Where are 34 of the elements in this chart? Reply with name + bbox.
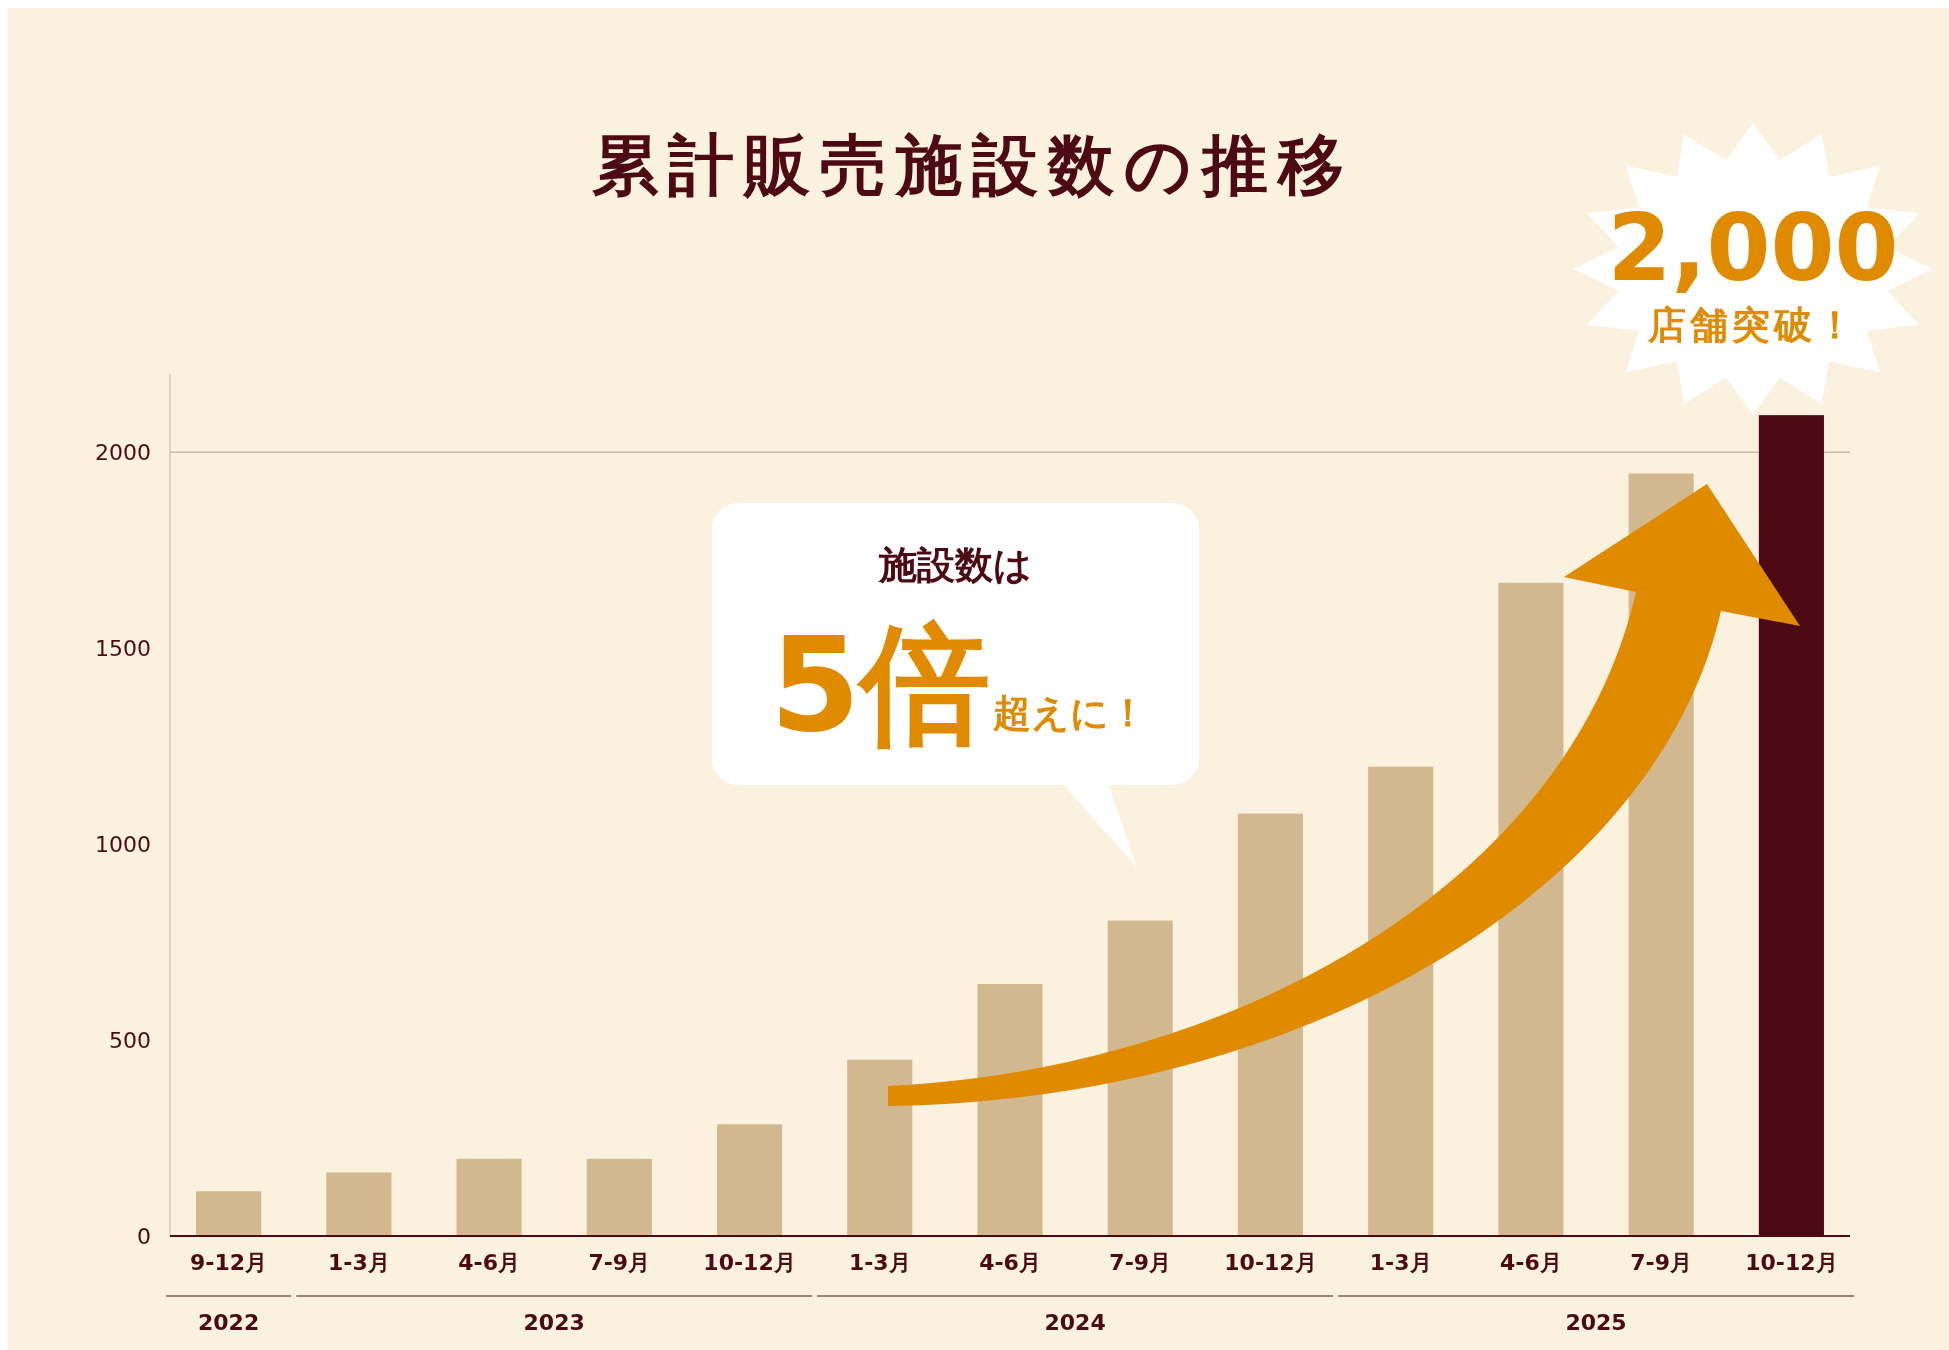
x-tick-label: 10-12月 bbox=[1224, 1250, 1317, 1275]
x-tick-label: 4-6月 bbox=[1500, 1250, 1562, 1275]
x-tick-label: 10-12月 bbox=[1745, 1250, 1838, 1275]
y-tick-label: 2000 bbox=[95, 440, 151, 466]
x-tick-label: 7-9月 bbox=[588, 1250, 651, 1275]
x-tick-label: 7-9月 bbox=[1109, 1250, 1172, 1275]
text: 2024 bbox=[1044, 1310, 1106, 1335]
text: 2022 bbox=[197, 1310, 260, 1335]
text: 2023 bbox=[523, 1310, 585, 1335]
bar bbox=[326, 1172, 392, 1236]
y-tick-label: 500 bbox=[109, 1027, 151, 1053]
x-tick-label: 4-6月 bbox=[458, 1250, 520, 1275]
x-tick-label: 1-3月 bbox=[1369, 1250, 1432, 1275]
x-tick-label: 1-3月 bbox=[848, 1250, 911, 1275]
text: 2,000 bbox=[1607, 195, 1899, 302]
x-tick-label: 7-9月 bbox=[1630, 1250, 1693, 1275]
bar bbox=[586, 1158, 652, 1236]
y-tick-label: 0 bbox=[137, 1223, 151, 1249]
text: 2025 bbox=[1565, 1310, 1627, 1335]
annotation: 施設数は bbox=[877, 543, 1032, 587]
x-tick-label: 1-3月 bbox=[327, 1250, 390, 1275]
y-tick-label: 1500 bbox=[95, 635, 151, 661]
y-tick-label: 1000 bbox=[95, 831, 151, 857]
annotation: 超えに！ bbox=[992, 691, 1147, 735]
annotation: 5倍 bbox=[770, 609, 991, 761]
bar bbox=[847, 1059, 913, 1236]
text: 店舗突破！ bbox=[1647, 303, 1858, 347]
bar bbox=[716, 1124, 783, 1236]
bar bbox=[196, 1191, 262, 1236]
x-tick-label: 10-12月 bbox=[703, 1250, 796, 1275]
x-tick-label: 4-6月 bbox=[979, 1250, 1041, 1275]
chart-title: 累計販売施設数の推移 bbox=[591, 127, 1354, 204]
x-tick-label: 9-12月 bbox=[190, 1250, 268, 1275]
bar bbox=[456, 1158, 522, 1236]
